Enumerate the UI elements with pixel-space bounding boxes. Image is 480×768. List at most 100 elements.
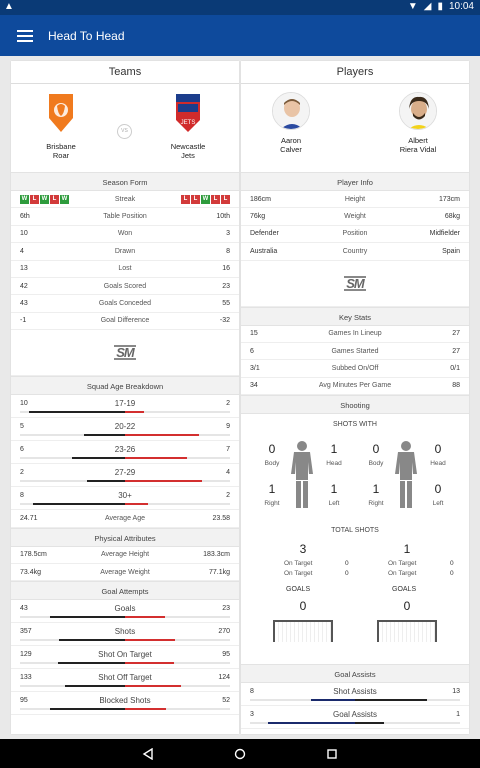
streak-result: W	[20, 194, 29, 204]
away-bar	[125, 662, 174, 665]
player-silhouette-icon	[395, 441, 417, 509]
age-row: 10 17-19 2	[11, 395, 239, 419]
comparison-bar	[20, 708, 230, 711]
age-row: 8 30+ 2	[11, 487, 239, 511]
notification-icon: ▲	[4, 1, 14, 12]
sm-logo: SM	[11, 330, 239, 377]
home-icon[interactable]	[234, 748, 246, 760]
away-bar	[125, 457, 188, 460]
streak-result: L	[50, 194, 59, 204]
hamburger-menu-icon[interactable]	[17, 29, 33, 42]
teams-header: Brisbane Roar VS JETS Newcastle Jets	[11, 84, 239, 172]
physical-row: 73.4kg Average Weight 77.1kg	[11, 564, 239, 582]
streak-result: L	[211, 194, 220, 204]
streak-result: L	[30, 194, 39, 204]
season-form-row: -1 Goal Difference -32	[11, 313, 239, 331]
age-row: 5 20-22 9	[11, 418, 239, 442]
player-info-heading: Player Info	[241, 172, 469, 191]
season-form-heading: Season Form	[11, 172, 239, 191]
app-bar: Head To Head	[0, 15, 480, 56]
season-form-row: 6th Table Position 10th	[11, 208, 239, 226]
key-stat-row: 6 Games Started 27	[241, 343, 469, 361]
home-bar	[59, 639, 125, 642]
streak-result: W	[201, 194, 210, 204]
page-title: Head To Head	[48, 28, 125, 43]
goal-attempts-heading: Goal Attempts	[11, 581, 239, 601]
back-icon[interactable]	[142, 747, 154, 760]
physical-heading: Physical Attributes	[11, 527, 239, 547]
player-info-row: 186cm Height 173cm	[241, 191, 469, 209]
assist-row: 8 Shot Assists 13	[241, 683, 469, 707]
player-avatar	[272, 92, 310, 130]
home-bar	[49, 616, 125, 619]
home-bar	[65, 685, 125, 688]
season-form-row: 13 Lost 16	[11, 261, 239, 278]
away-bar	[125, 434, 200, 437]
players-header: Aaron Calver Albert Riera Vidal	[241, 84, 469, 172]
battery-icon: ▮	[437, 1, 443, 12]
away-bar	[125, 639, 175, 642]
android-nav-bar	[0, 739, 480, 768]
home-bar	[58, 662, 125, 665]
player-avatar	[399, 92, 437, 130]
comparison-bar	[20, 411, 230, 414]
home-bar	[268, 722, 355, 725]
clock: 10:04	[448, 1, 474, 12]
key-stat-row: 3/1 Subbed On/Off 0/1	[241, 360, 469, 378]
newcastle-jets-logo-icon: JETS	[176, 94, 200, 132]
home-bar	[50, 708, 125, 711]
svg-text:JETS: JETS	[181, 120, 196, 126]
assist-row: 3 Goal Assists 1	[241, 706, 469, 730]
goal-assists-heading: Goal Assists	[241, 664, 469, 684]
key-stat-row: 34 Avg Minutes Per Game 88	[241, 378, 469, 396]
away-bar	[125, 708, 166, 711]
player-info-row: Defender Position Midfielder	[241, 226, 469, 244]
away-bar	[125, 503, 149, 506]
attempt-row: 43 Goals 23	[11, 600, 239, 624]
comparison-bar	[20, 662, 230, 665]
away-team[interactable]: JETS Newcastle Jets	[148, 92, 228, 160]
home-bar	[71, 457, 125, 460]
attempt-row: 95 Blocked Shots 52	[11, 692, 239, 716]
player-info-row: Australia Country Spain	[241, 243, 469, 261]
teams-heading: Teams	[11, 61, 239, 84]
shooting-panel: SHOTS WITH 0 Body 1 Head 1 Right 1 Left …	[241, 414, 469, 664]
home-bar	[32, 503, 125, 506]
key-stats-heading: Key Stats	[241, 306, 469, 326]
home-bar	[86, 480, 125, 483]
comparison-bar	[20, 639, 230, 642]
key-stat-row: 15 Games In Lineup 27	[241, 326, 469, 343]
goal-net-icon	[273, 620, 333, 643]
comparison-bar	[250, 699, 460, 702]
player-info-row: 76kg Weight 68kg	[241, 208, 469, 226]
comparison-bar	[250, 722, 460, 725]
away-player[interactable]: Albert Riera Vidal	[378, 92, 458, 154]
squad-age-heading: Squad Age Breakdown	[11, 376, 239, 396]
home-team[interactable]: Brisbane Roar	[21, 92, 101, 160]
attempt-row: 133 Shot Off Target 124	[11, 669, 239, 693]
recents-icon[interactable]	[326, 748, 338, 760]
comparison-bar	[20, 434, 230, 437]
teams-card: Teams Brisbane Roar VS JETS Newcastle Jets…	[11, 61, 239, 734]
away-bar	[125, 616, 166, 619]
away-bar	[355, 722, 384, 725]
signal-icon: ◢	[423, 1, 432, 12]
home-bar	[311, 699, 355, 702]
season-form-row: 42 Goals Scored 23	[11, 278, 239, 296]
home-bar	[83, 434, 125, 437]
home-player[interactable]: Aaron Calver	[251, 92, 331, 154]
away-bar	[125, 685, 181, 688]
brisbane-roar-logo-icon	[49, 94, 73, 132]
assist-row: 1Big Chances Created0	[241, 729, 469, 734]
physical-row: 178.5cm Average Height 183.3cm	[11, 547, 239, 564]
streak-result: L	[221, 194, 230, 204]
season-form-row: 10 Won 3	[11, 226, 239, 244]
comparison-bar	[20, 480, 230, 483]
season-form-row: 4 Drawn 8	[11, 243, 239, 261]
away-bar	[355, 699, 427, 702]
away-bar	[125, 411, 145, 414]
age-row: 6 23-26 7	[11, 441, 239, 465]
